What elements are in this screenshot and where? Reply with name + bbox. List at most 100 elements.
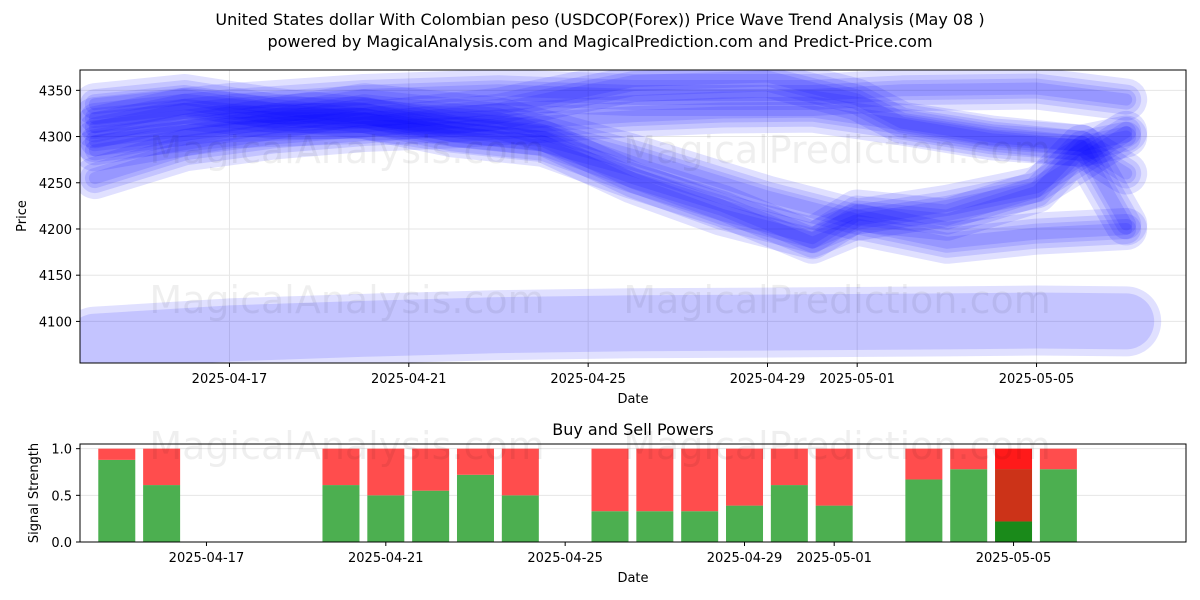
watermark-prediction-top: MagicalPrediction.com xyxy=(623,128,1051,172)
price-wave-line xyxy=(80,70,1148,195)
price-wave-line xyxy=(80,83,1148,241)
buy-power-bar xyxy=(905,479,943,542)
sell-power-bar xyxy=(322,448,360,486)
price-wave-line xyxy=(80,285,1162,363)
price-wave-line xyxy=(80,89,1142,235)
figure-title-line1: United States dollar With Colombian peso… xyxy=(215,10,984,29)
price-wave-line xyxy=(88,98,1133,226)
signal-panel: Buy and Sell Powers MagicalAnalysis.com … xyxy=(27,420,1187,586)
watermark-analysis-top: MagicalAnalysis.com xyxy=(149,128,544,172)
price-wave-series xyxy=(80,83,1148,241)
price-wave-line xyxy=(84,78,1137,129)
price-wave-series xyxy=(80,70,1148,195)
price-wave-series xyxy=(80,285,1162,363)
price-wave-line xyxy=(88,102,1133,249)
signal-x-tick-label: 2025-04-29 xyxy=(707,551,783,566)
sell-power-bar xyxy=(143,448,181,486)
price-grid xyxy=(80,70,1186,363)
buy-power-bar xyxy=(1039,469,1077,542)
buy-power-bar xyxy=(322,485,360,542)
signal-bars xyxy=(98,448,1077,542)
signal-ticks: 2025-04-17 2025-04-21 2025-04-25 2025-04-29… xyxy=(51,443,1051,566)
buy-power-bar xyxy=(501,495,539,542)
price-waves xyxy=(80,70,1162,363)
price-wave-line xyxy=(84,94,1137,230)
sell-power-bar xyxy=(501,448,539,496)
sell-power-bar xyxy=(995,469,1033,522)
buy-power-bar xyxy=(367,495,405,542)
price-x-tick-label: 2025-04-21 xyxy=(371,372,447,387)
price-x-tick-label: 2025-04-29 xyxy=(730,372,806,387)
buy-power-bar xyxy=(143,485,181,542)
buy-power-bar xyxy=(636,511,674,542)
price-wave-line xyxy=(80,80,1142,254)
signal-watermarks: MagicalAnalysis.com MagicalPrediction.co… xyxy=(149,424,1050,468)
price-x-tick-label: 2025-05-05 xyxy=(999,372,1075,387)
price-y-tick-label: 4150 xyxy=(39,269,72,284)
price-wave-line xyxy=(80,87,1148,264)
signal-x-tick-label: 2025-05-05 xyxy=(976,551,1052,566)
sell-power-bar xyxy=(726,448,764,506)
price-x-axis-label: Date xyxy=(617,392,648,407)
signal-x-tick-label: 2025-04-21 xyxy=(348,551,424,566)
buy-power-bar xyxy=(412,490,450,542)
sell-power-bar xyxy=(591,448,629,512)
price-y-tick-label: 4200 xyxy=(39,223,72,238)
price-wave-line xyxy=(80,292,1155,363)
signal-x-tick-label: 2025-04-17 xyxy=(169,551,245,566)
figure-title-line2: powered by MagicalAnalysis.com and Magic… xyxy=(267,32,932,51)
price-wave-series xyxy=(80,74,1148,260)
price-wave-line xyxy=(88,70,1133,180)
price-wave-series xyxy=(80,87,1148,264)
signal-y-tick-label: 0.5 xyxy=(51,489,72,504)
sell-power-bar xyxy=(412,448,450,491)
sell-power-bar-top xyxy=(995,448,1033,470)
buy-power-bar xyxy=(770,485,808,542)
signal-plot-frame xyxy=(79,443,1187,543)
price-wave-line xyxy=(80,93,1142,258)
buy-power-bar xyxy=(726,505,764,542)
price-ticks: 2025-04-17 2025-04-21 2025-04-25 2025-04-29… xyxy=(39,84,1074,387)
buy-power-bar xyxy=(995,521,1033,542)
price-panel: MagicalAnalysis.com MagicalPrediction.co… xyxy=(15,69,1187,407)
price-watermarks: MagicalAnalysis.com MagicalPrediction.co… xyxy=(149,128,1050,322)
sell-power-bar xyxy=(905,448,943,480)
signal-panel-title: Buy and Sell Powers xyxy=(552,420,714,439)
watermark-analysis-bottom: MagicalAnalysis.com xyxy=(149,424,544,468)
price-wave-line xyxy=(80,70,1142,189)
sell-power-bar xyxy=(1039,448,1077,470)
signal-x-tick-label: 2025-05-01 xyxy=(796,551,872,566)
watermark-prediction-bottom: MagicalPrediction.com xyxy=(623,424,1051,468)
sell-power-bar xyxy=(950,448,988,470)
watermark-analysis-mid: MagicalAnalysis.com xyxy=(149,278,544,322)
price-wave-line xyxy=(80,73,1142,134)
price-y-tick-label: 4250 xyxy=(39,177,72,192)
buy-power-bar xyxy=(98,459,136,542)
price-x-tick-label: 2025-05-01 xyxy=(819,372,895,387)
price-x-tick-label: 2025-04-25 xyxy=(550,372,626,387)
price-wave-series xyxy=(80,90,1148,200)
sell-power-bar xyxy=(815,448,853,506)
watermark-prediction-mid: MagicalPrediction.com xyxy=(623,278,1051,322)
sell-power-bar xyxy=(456,448,494,475)
price-plot-frame xyxy=(79,69,1187,364)
signal-y-axis-label: Signal Strength xyxy=(27,443,42,543)
price-wave-line xyxy=(80,74,1148,260)
buy-power-bar xyxy=(591,511,629,542)
price-x-tick-label: 2025-04-17 xyxy=(192,372,268,387)
signal-x-tick-label: 2025-04-25 xyxy=(527,551,603,566)
sell-power-bar xyxy=(636,448,674,512)
buy-power-bar xyxy=(681,511,719,542)
price-wave-line xyxy=(88,89,1133,245)
price-y-tick-label: 4100 xyxy=(39,315,72,330)
price-wave-line xyxy=(84,98,1137,253)
signal-y-tick-label: 1.0 xyxy=(51,443,72,458)
price-wave-line xyxy=(88,82,1133,125)
price-y-axis-label: Price xyxy=(15,200,30,232)
buy-power-bar xyxy=(950,469,988,542)
price-wave-line xyxy=(80,90,1148,200)
sell-power-bar xyxy=(681,448,719,512)
price-y-tick-label: 4300 xyxy=(39,131,72,146)
price-wave-series xyxy=(80,70,1148,140)
